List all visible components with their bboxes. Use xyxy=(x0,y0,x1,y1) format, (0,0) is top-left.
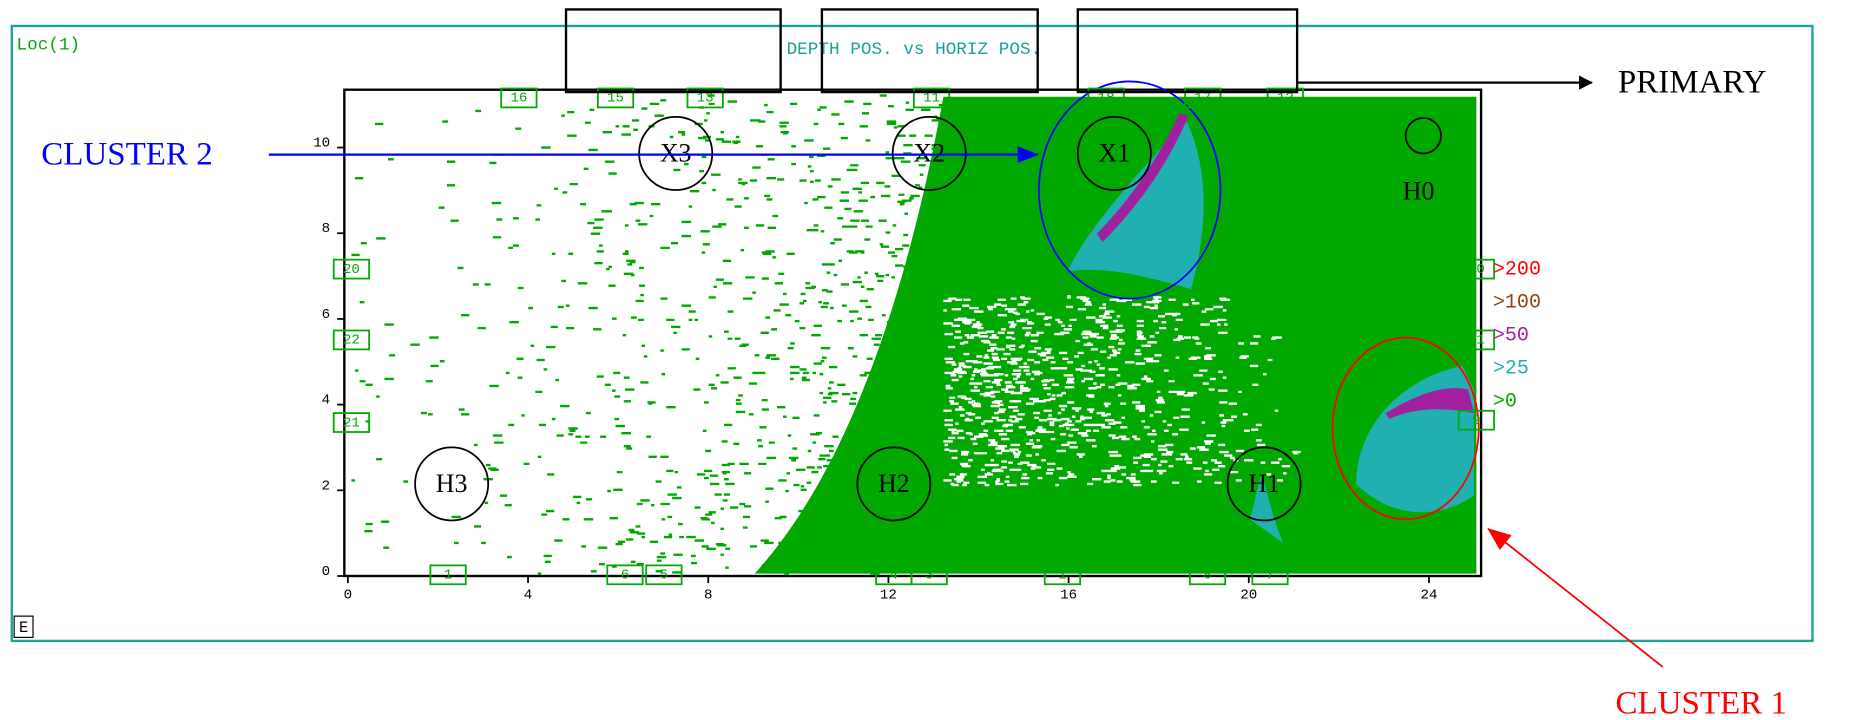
highlight-box xyxy=(820,8,1039,94)
source-circle xyxy=(1076,115,1152,191)
sensor-box xyxy=(645,564,683,586)
y-tick-label: 10 xyxy=(313,136,330,152)
x-tick-label: 8 xyxy=(704,588,712,604)
cluster-2-core xyxy=(1096,113,1189,242)
sensor-box xyxy=(910,564,948,586)
source-label: H0 xyxy=(1403,177,1435,206)
sensor-box xyxy=(1457,329,1495,351)
source-label: H1 xyxy=(1248,469,1280,498)
source-label: X2 xyxy=(913,139,945,168)
highlight-box xyxy=(564,8,782,94)
source-circle xyxy=(1226,446,1302,522)
cluster-1-core xyxy=(1385,387,1475,420)
sensor-box xyxy=(332,412,370,433)
sensor-label: 8 xyxy=(1203,568,1211,584)
legend-label: >25 xyxy=(1493,358,1529,381)
cluster-2-ellipse xyxy=(1037,80,1222,300)
sensor-box xyxy=(913,87,951,109)
sensor-label: 17 xyxy=(1194,91,1211,107)
h1-fill xyxy=(1249,472,1283,543)
sensor-box xyxy=(606,564,644,586)
cluster-1-arrow xyxy=(1487,528,1664,668)
sensor-box xyxy=(500,87,538,109)
x-tick-label: 12 xyxy=(880,588,897,604)
legend-label: >100 xyxy=(1493,291,1541,314)
sensor-label: 18 xyxy=(1098,91,1115,107)
sensor-label: 9 xyxy=(1472,413,1480,429)
highlight-box xyxy=(1076,8,1299,94)
y-tick-label: 6 xyxy=(322,307,330,323)
x-tick-label: 4 xyxy=(524,588,532,604)
x-tick-label: 16 xyxy=(1060,588,1077,604)
sensor-box xyxy=(596,87,635,109)
y-tick-label: 4 xyxy=(322,393,330,409)
legend-label: >50 xyxy=(1493,325,1529,348)
sensor-label: 15 xyxy=(607,91,624,107)
sensor-label: 7 xyxy=(1266,568,1274,584)
corner-mark: E xyxy=(19,619,28,637)
x-tick-label: 0 xyxy=(344,588,352,604)
panel-label: Loc(1) xyxy=(17,36,81,56)
sensor-label: 4 xyxy=(890,568,898,584)
sensor-label: 1 xyxy=(444,568,452,584)
sensor-label: 1 xyxy=(1058,568,1066,584)
source-circle xyxy=(1404,117,1442,155)
sensor-label: 21 xyxy=(343,415,360,431)
cluster-1-label: CLUSTER 1 xyxy=(1616,685,1787,720)
source-circle xyxy=(414,446,490,522)
corner-box xyxy=(13,615,34,638)
x-tick-label: 24 xyxy=(1420,588,1437,604)
source-label: X1 xyxy=(1099,139,1131,168)
source-label: H2 xyxy=(878,469,910,498)
sensor-box xyxy=(1251,564,1289,586)
x-tick-label: 20 xyxy=(1240,588,1257,604)
sensor-box xyxy=(429,564,467,586)
sensor-label: 6 xyxy=(621,568,629,584)
source-label: X3 xyxy=(660,139,692,168)
sensor-label: 11 xyxy=(923,91,940,107)
sensor-label: 11 xyxy=(1468,333,1485,349)
sensor-box xyxy=(1087,87,1125,109)
panel-border xyxy=(10,24,1814,643)
source-label: H3 xyxy=(436,469,468,498)
sensor-label: 22 xyxy=(343,333,360,349)
sensor-label: 20 xyxy=(343,262,360,278)
legend-label: >200 xyxy=(1493,258,1541,281)
sensor-label: 12 xyxy=(1277,91,1294,107)
cluster-1-ellipse xyxy=(1331,336,1480,521)
sensor-box xyxy=(1266,87,1304,109)
y-tick-label: 8 xyxy=(322,221,330,237)
sensor-box xyxy=(332,329,370,351)
y-tick-label: 2 xyxy=(322,478,330,494)
sensor-box xyxy=(332,258,370,280)
sensor-label: 16 xyxy=(510,91,527,107)
sensor-box xyxy=(1188,564,1227,586)
sensor-label: 3 xyxy=(925,568,933,584)
sensor-label: 13 xyxy=(697,91,714,107)
cluster-2-label: CLUSTER 2 xyxy=(41,137,212,173)
sensor-box xyxy=(1457,258,1495,280)
sensor-label: 10 xyxy=(1468,262,1485,278)
y-tick-label: 0 xyxy=(322,564,330,580)
primary-label: PRIMARY xyxy=(1618,65,1767,101)
source-circle xyxy=(856,446,932,522)
sensor-box xyxy=(686,87,724,109)
plot-title: DEPTH POS. vs HORIZ POS. xyxy=(787,40,1042,60)
sensor-box xyxy=(1184,87,1222,109)
sensor-label: 5 xyxy=(660,568,668,584)
sensor-box xyxy=(1457,409,1495,431)
sensor-box xyxy=(1043,564,1082,586)
legend-label: >0 xyxy=(1493,391,1517,414)
